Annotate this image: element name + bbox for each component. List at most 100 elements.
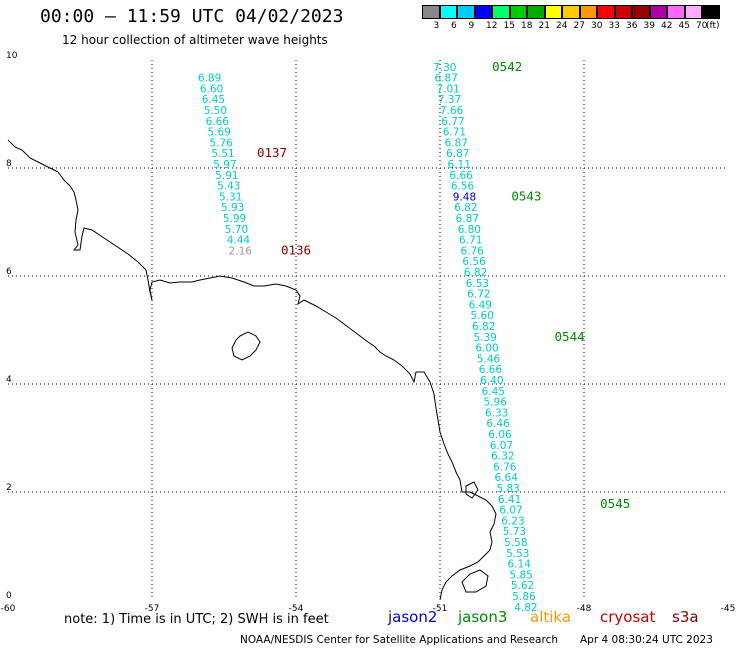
wave-height-label: 5.46 — [477, 353, 501, 365]
colorbar-label: 27 — [573, 21, 585, 31]
wave-height-label: 5.99 — [223, 213, 246, 225]
wave-height-label: 6.40 — [480, 375, 503, 387]
wave-height-label: 5.62 — [511, 580, 534, 592]
lon-tick-label: -60 — [1, 604, 16, 614]
wave-height-label: 4.44 — [227, 235, 251, 247]
wave-height-label: 6.77 — [441, 116, 464, 128]
wave-height-label: 5.83 — [496, 483, 519, 495]
lat-tick-label: 10 — [6, 51, 18, 61]
wave-height-label: 7.01 — [436, 83, 459, 95]
lon-tick-label: -54 — [289, 604, 304, 614]
wave-height-label: 6.82 — [454, 202, 477, 214]
colorbar-label: 15 — [503, 21, 515, 31]
colorbar-swatch — [527, 5, 545, 19]
map-frame — [8, 60, 728, 600]
wave-height-label: 7.66 — [440, 105, 464, 117]
island-path — [231, 331, 261, 361]
satellite-legend-entry: s3a — [672, 608, 699, 626]
wave-height-label: 5.76 — [209, 137, 233, 149]
lon-tick-label: -48 — [577, 604, 592, 614]
wave-height-label: 6.07 — [499, 505, 522, 517]
wave-height-label: 6.82 — [464, 267, 487, 279]
wave-height-label: 5.31 — [219, 191, 242, 203]
colorbar-label: 39 — [643, 21, 655, 31]
colorbar-label: 42 — [661, 21, 673, 31]
colorbar-label: 21 — [538, 21, 550, 31]
lat-tick-label: 6 — [6, 267, 12, 277]
wave-height-label: 6.87 — [456, 213, 479, 225]
wave-height-label: 9.48 — [453, 191, 476, 203]
wave-height-label: 5.43 — [217, 181, 240, 193]
wave-height-label: 5.97 — [213, 159, 236, 171]
footer-timestamp: Apr 4 08:30:24 UTC 2023 — [580, 634, 713, 646]
figure-title: 00:00 – 11:59 UTC 04/02/2023 — [40, 6, 344, 27]
wave-height-label: 5.39 — [473, 332, 496, 344]
colorbar-swatch — [439, 5, 457, 19]
wave-height-label: 6.87 — [446, 148, 469, 160]
colorbar-swatch — [562, 5, 580, 19]
wave-height-label: 6.41 — [498, 494, 521, 506]
colorbar-label: 3 — [433, 21, 440, 31]
colorbar-label: 9 — [468, 21, 475, 31]
lat-tick-label: 8 — [6, 159, 12, 169]
wave-height-label: 5.91 — [215, 170, 238, 182]
lon-tick-label: -45 — [721, 604, 736, 614]
wave-height-label: 7.30 — [433, 62, 456, 74]
lat-tick-label: 0 — [6, 591, 12, 601]
wave-height-label: 6.53 — [466, 278, 489, 290]
river-mouth-path — [465, 481, 479, 499]
wave-height-label: 6.60 — [200, 83, 223, 95]
colorbar-swatch — [457, 5, 475, 19]
colorbar-label: 33 — [608, 21, 620, 31]
wave-height-label: 5.86 — [512, 591, 536, 603]
colorbar-swatch — [579, 5, 597, 19]
wave-height-label: 6.07 — [490, 440, 513, 452]
colorbar-swatch — [509, 5, 527, 19]
satellite-legend-entry: cryosat — [600, 608, 656, 626]
wave-height-label: 6.56 — [451, 181, 475, 193]
wave-height-label: 6.87 — [445, 137, 468, 149]
track-time-label: 0542 — [492, 59, 522, 74]
wave-height-label: 6.45 — [202, 94, 225, 106]
wave-height-label: 6.46 — [486, 418, 510, 430]
colorbar-swatch — [544, 5, 562, 19]
wave-height-label: 6.87 — [435, 73, 458, 85]
wave-height-label: 6.66 — [479, 364, 503, 376]
colorbar-swatch — [702, 5, 720, 19]
wave-height-label: 6.89 — [198, 73, 221, 85]
wave-height-label: 6.72 — [467, 289, 490, 301]
colorbar-swatch — [684, 5, 702, 19]
altimeter-tracks: 6.896.606.455.506.665.695.765.515.975.91… — [198, 59, 630, 614]
colorbar-swatch — [632, 5, 650, 19]
footer-credit: NOAA/NESDIS Center for Satellite Applica… — [240, 634, 558, 646]
colorbar-label: 45 — [678, 21, 690, 31]
wave-height-label: 4.82 — [514, 602, 537, 614]
wave-height-label: 6.56 — [462, 256, 486, 268]
wave-height-label: 6.71 — [459, 235, 482, 247]
wave-height-label: 5.70 — [225, 224, 248, 236]
colorbar-swatch — [474, 5, 492, 19]
wave-height-label: 6.64 — [495, 472, 519, 484]
wave-height-label: 5.69 — [208, 127, 231, 139]
colorbar-label: 6 — [451, 21, 457, 31]
wave-height-label: 6.00 — [475, 343, 498, 355]
lon-tick-label: -51 — [433, 604, 448, 614]
wave-height-label: 6.23 — [501, 515, 524, 527]
colorbar-label: 18 — [521, 21, 533, 31]
footer-note: note: 1) Time is in UTC; 2) SWH is in fe… — [64, 612, 329, 627]
colorbar-swatch — [614, 5, 632, 19]
colorbar-swatch — [422, 5, 440, 19]
satellite-legend-entry: altika — [530, 608, 572, 626]
track-time-label: 0545 — [600, 496, 630, 511]
track-time-label: 0544 — [555, 329, 585, 344]
wave-height-label: 5.93 — [221, 202, 244, 214]
colorbar-swatch — [597, 5, 615, 19]
colorbar-label: 70 — [696, 21, 708, 31]
wave-height-label: 6.45 — [482, 386, 505, 398]
wave-height-label: 6.76 — [493, 461, 517, 473]
lat-tick-label: 2 — [6, 483, 12, 493]
wave-height-label: 5.73 — [503, 526, 526, 538]
wave-height-label: 6.06 — [488, 429, 512, 441]
